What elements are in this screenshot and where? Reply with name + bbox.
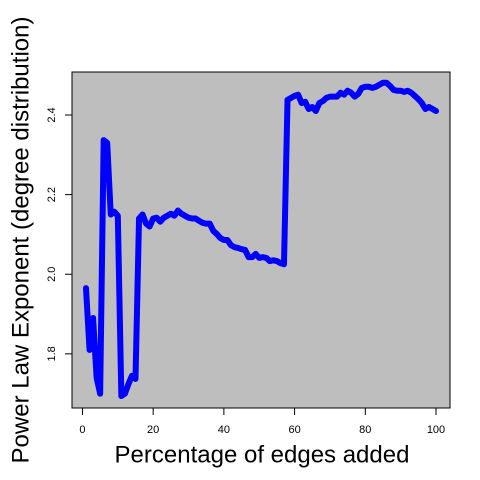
data-line [83, 79, 439, 400]
y-tick-label: 1.8 [46, 346, 58, 361]
y-tick-label: 2.0 [46, 267, 58, 282]
x-tick-label: 40 [218, 424, 230, 436]
x-tick-label: 100 [427, 424, 445, 436]
x-tick-label: 20 [147, 424, 159, 436]
plot-frame [71, 71, 451, 409]
x-tick-label: 0 [79, 424, 85, 436]
plot-background [72, 72, 450, 408]
x-tick-label: 60 [288, 424, 300, 436]
x-axis-title: Percentage of edges added [115, 441, 410, 468]
y-tick-label: 2.2 [46, 187, 58, 202]
x-tick-label: 80 [359, 424, 371, 436]
y-tick-label: 2.4 [46, 107, 58, 122]
y-axis-title: Power Law Exponent (degree distribution) [7, 17, 34, 464]
